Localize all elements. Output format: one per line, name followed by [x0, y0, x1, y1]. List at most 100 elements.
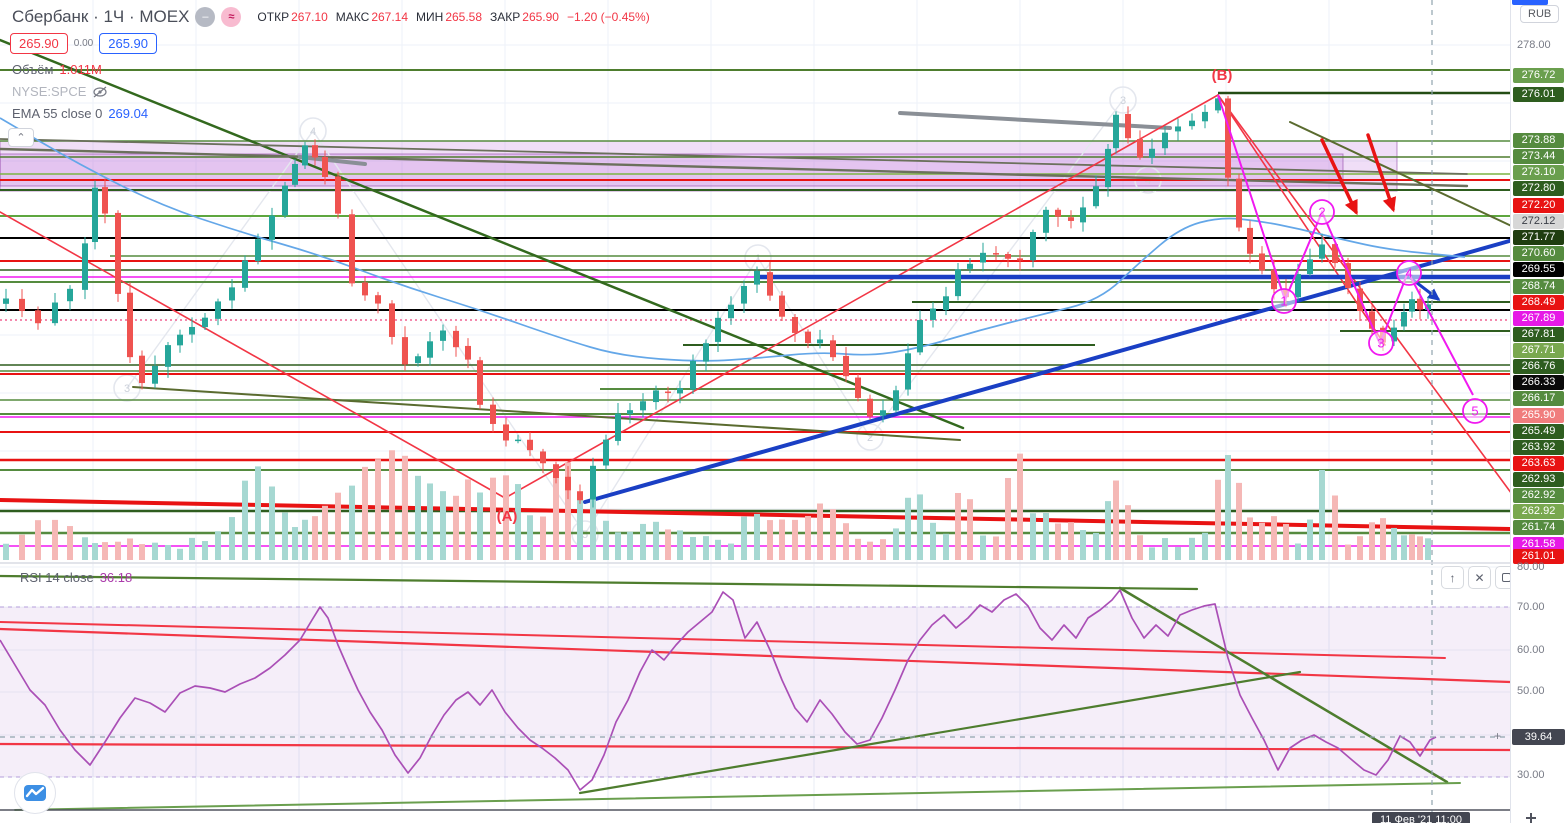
price-axis-label: 266.17 — [1513, 391, 1564, 406]
axis-tick-label: 70.00 — [1517, 601, 1545, 613]
svg-text:2: 2 — [867, 432, 873, 444]
collapse-pane-button[interactable]: ⌃ — [8, 128, 34, 147]
rsi-crosshair-label: 39.64 — [1512, 729, 1565, 745]
price-axis-label: 262.92 — [1513, 504, 1564, 519]
svg-text:(B): (B) — [1212, 67, 1233, 84]
pane-move-up-button[interactable]: ↑ — [1441, 566, 1464, 589]
arrow-up-icon: ↑ — [1449, 570, 1456, 585]
sell-button[interactable]: 265.90 — [10, 33, 68, 54]
price-axis-label: 262.93 — [1513, 472, 1564, 487]
market-status-icon[interactable]: – — [195, 7, 216, 27]
volume-legend-row[interactable]: Объём 1.011M — [12, 62, 102, 77]
close-icon: ✕ — [1474, 570, 1485, 585]
wave-letter-labels: (B) (A) — [497, 67, 1233, 525]
open-label: ОТКР — [257, 10, 290, 24]
price-axis-label: 273.88 — [1513, 133, 1564, 148]
clipped-blue-label — [1512, 0, 1548, 5]
chevron-up-icon: ⌃ — [16, 132, 26, 144]
eye-hidden-icon[interactable] — [92, 85, 108, 99]
snapshot-button[interactable] — [14, 772, 56, 814]
rsi-legend-row[interactable]: RSI 14 close 36.18 — [20, 570, 132, 585]
price-axis-label: 267.71 — [1513, 343, 1564, 358]
volume-label: Объём — [12, 62, 54, 77]
close-label: ЗАКР — [490, 10, 521, 24]
change-value: −1.20 (−0.45%) — [566, 10, 650, 24]
rsi-curve — [0, 589, 1437, 791]
axis-tick-label: 60.00 — [1517, 644, 1545, 656]
ema-value: 269.04 — [108, 106, 149, 121]
axis-tick-label: 80.00 — [1517, 561, 1545, 573]
svg-text:4: 4 — [310, 126, 316, 138]
low-label: МИН — [416, 10, 444, 24]
spread-value: 0.00 — [73, 38, 94, 49]
axis-tick-label: 50.00 — [1517, 685, 1545, 697]
crosshair-layer — [0, 0, 1510, 823]
price-axis-label: 262.92 — [1513, 488, 1564, 503]
svg-text:4: 4 — [1405, 266, 1412, 281]
camera-chart-icon — [24, 785, 46, 801]
price-axis-label: 266.33 — [1513, 375, 1564, 390]
crosshair-plus-icon: + — [1494, 729, 1502, 743]
price-axis-label: 261.74 — [1513, 520, 1564, 535]
price-axis-label: 268.74 — [1513, 279, 1564, 294]
price-axis[interactable]: RUB 278.00 276.72 276.01 273.88 273.44 273.10… — [1510, 0, 1567, 823]
price-axis-label: 271.77 — [1513, 230, 1564, 245]
volume-value: 1.011M — [59, 62, 102, 77]
ema-label: EMA 55 close 0 — [12, 106, 103, 121]
price-axis-label: 272.12 — [1513, 214, 1564, 229]
price-axis-label: 272.80 — [1513, 181, 1564, 196]
candles-layer — [3, 95, 1431, 508]
svg-text:3: 3 — [1120, 95, 1126, 107]
price-axis-label: 273.10 — [1513, 165, 1564, 180]
price-axis-label: 268.49 — [1513, 295, 1564, 310]
pane-separators — [0, 562, 1510, 811]
price-axis-label: 263.63 — [1513, 456, 1564, 471]
rsi-value: 36.18 — [99, 570, 133, 585]
data-approx-icon[interactable]: ≈ — [221, 7, 242, 27]
bid-ask-row: 265.90 0.00 265.90 — [10, 33, 157, 54]
rsi-band — [0, 606, 1510, 778]
price-axis-label: 267.89 — [1513, 311, 1564, 326]
rsi-label: RSI 14 close — [20, 570, 94, 585]
forecast-path-layer: 1 2 3 4 5 — [1217, 94, 1488, 424]
ohlc-values: ОТКР 267.10 МАКС 267.14 МИН 265.58 ЗАКР … — [257, 10, 655, 24]
symbol-legend-row[interactable]: Сбербанк · 1Ч · MOEX – ≈ ОТКР 267.10 МАК… — [12, 7, 656, 27]
price-axis-label: 266.76 — [1513, 359, 1564, 374]
pane-close-button[interactable]: ✕ — [1468, 566, 1491, 589]
currency-toggle-button[interactable]: RUB — [1520, 5, 1560, 23]
buy-button[interactable]: 265.90 — [99, 33, 157, 54]
price-axis-label: 276.72 — [1513, 68, 1564, 83]
price-axis-label: 267.81 — [1513, 327, 1564, 342]
time-axis-settings-icon[interactable] — [1526, 813, 1536, 823]
price-axis-label: 261.01 — [1513, 549, 1564, 564]
svg-text:5: 5 — [582, 529, 588, 541]
price-axis-label: 272.20 — [1513, 198, 1564, 213]
high-value: 267.14 — [371, 10, 409, 24]
symbol-title[interactable]: Сбербанк · 1Ч · MOEX — [12, 7, 190, 26]
price-axis-label: 269.55 — [1513, 262, 1564, 277]
price-axis-label: 263.92 — [1513, 440, 1564, 455]
svg-text:2: 2 — [1318, 205, 1325, 220]
ema-legend-row[interactable]: EMA 55 close 0 269.04 — [12, 106, 148, 121]
price-axis-label: 265.49 — [1513, 424, 1564, 439]
volume-layer — [3, 450, 1431, 560]
rsi-pane-controls: ↑ ✕ — [1441, 566, 1518, 589]
trendlines-layer — [0, 38, 1522, 531]
high-label: МАКС — [335, 10, 370, 24]
svg-text:3: 3 — [1377, 336, 1384, 351]
price-axis-label: 261.58 — [1513, 537, 1564, 552]
rsi-lines-layer — [0, 574, 1512, 811]
svg-text:1: 1 — [755, 253, 761, 265]
svg-text:3: 3 — [124, 383, 130, 395]
close-value: 265.90 — [522, 10, 559, 24]
hidden-symbol-row[interactable]: NYSE:SPCE — [12, 84, 108, 99]
svg-text:5: 5 — [1471, 404, 1478, 419]
price-axis-label: 265.90 — [1513, 408, 1564, 423]
hidden-symbol-label: NYSE:SPCE — [12, 84, 87, 99]
price-axis-label: 276.01 — [1513, 87, 1564, 102]
svg-text:(A): (A) — [497, 508, 518, 525]
price-axis-label: 273.44 — [1513, 149, 1564, 164]
